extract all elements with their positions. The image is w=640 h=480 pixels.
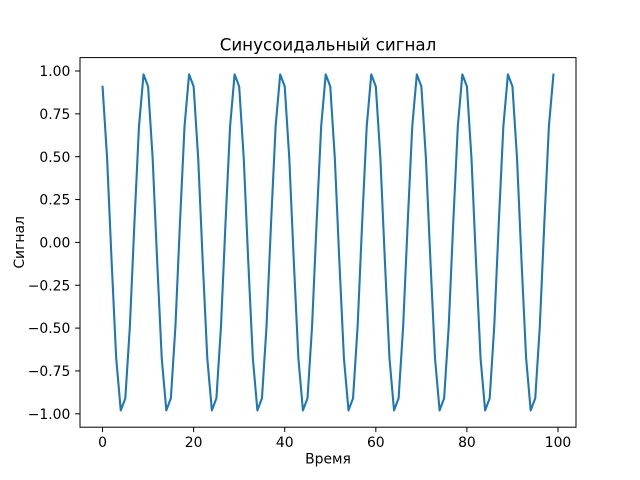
y-tick-label: −0.75 [28,364,71,380]
y-tick-label: −1.00 [28,407,71,423]
y-tick-label: 0.75 [39,107,70,123]
sine-line-series [101,73,555,412]
x-tick-label: 80 [458,435,476,451]
y-axis-label: Сигнал [12,216,28,269]
x-tick-label: 40 [276,435,294,451]
y-tick-label: 0.00 [39,236,70,252]
y-tick-label: 1.00 [39,64,70,80]
x-tick-label: 60 [367,435,385,451]
x-axis-label: Время [305,452,351,468]
x-tick-label: 20 [185,435,203,451]
tick-layer: 0 20 40 60 80 100 1.00 0.75 0.50 0.25 0.00 −0.25 −0.… [28,64,572,451]
x-tick-label: 0 [98,435,107,451]
x-tick-label: 100 [545,435,572,451]
chart-title: Синусоидальный сигнал [220,35,437,55]
axes-box [79,57,577,428]
y-tick-label: 0.25 [39,193,70,209]
y-tick-label: 0.50 [39,150,70,166]
y-tick-label: −0.25 [28,278,71,294]
y-tick-label: −0.50 [28,321,71,337]
